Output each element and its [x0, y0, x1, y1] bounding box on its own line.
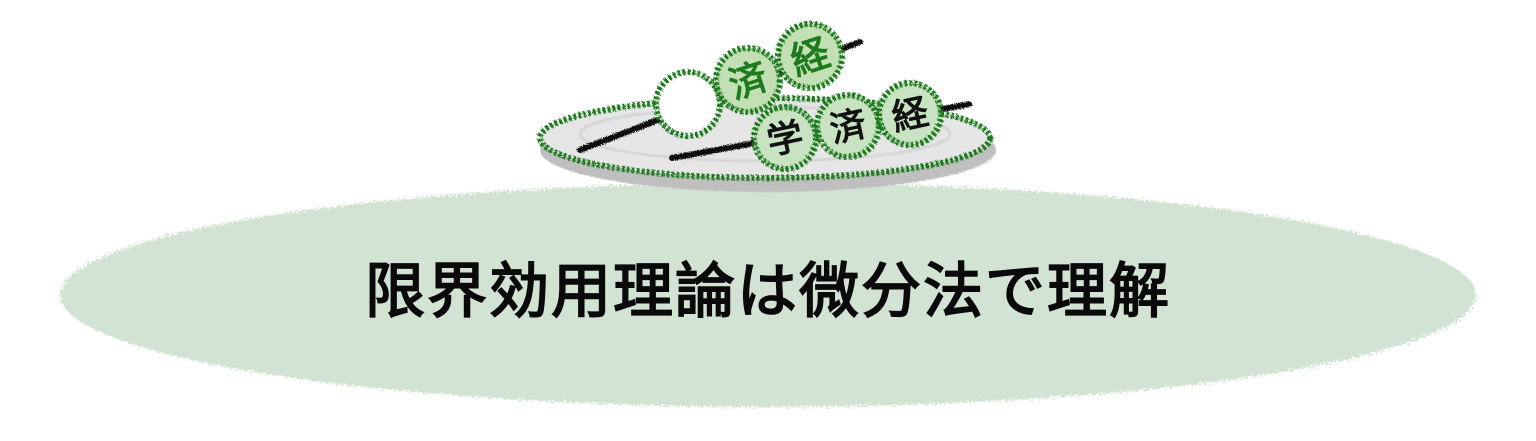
dango-back-plain [653, 69, 723, 139]
dango-front-1 [751, 104, 819, 172]
page-title: 限界効用理論は微分法で理解 [365, 257, 1171, 327]
dango-back-1 [713, 45, 783, 115]
dango-front-3 [876, 80, 944, 148]
dango-back-2 [775, 21, 845, 91]
dango-front-label-1: 学 [763, 115, 807, 164]
background-blob [60, 183, 1476, 407]
dango-front-label-2: 済 [826, 104, 870, 152]
